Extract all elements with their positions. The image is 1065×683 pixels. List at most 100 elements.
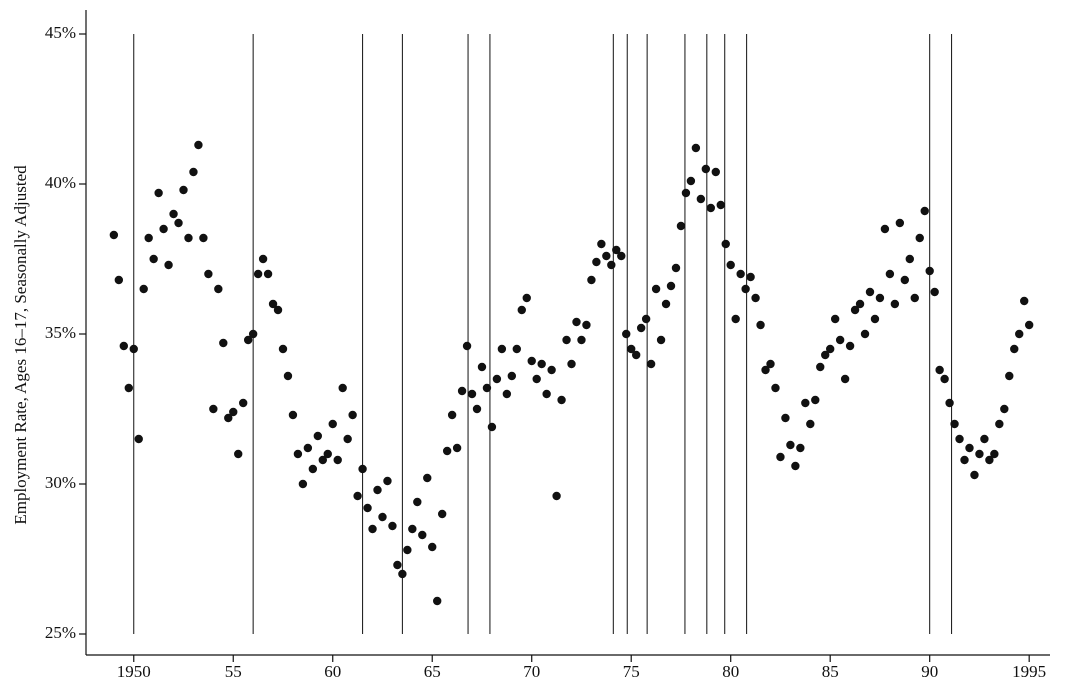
point — [706, 203, 716, 213]
point — [572, 317, 581, 327]
point — [263, 269, 273, 279]
point — [582, 320, 591, 330]
point — [437, 509, 447, 519]
point — [452, 443, 462, 453]
point — [393, 560, 402, 570]
point — [199, 233, 208, 243]
point — [149, 254, 158, 264]
point — [418, 530, 427, 540]
point — [990, 449, 999, 459]
point — [592, 257, 601, 267]
point — [875, 293, 885, 303]
point — [273, 305, 283, 315]
point — [686, 176, 696, 186]
point — [716, 200, 725, 210]
point — [980, 434, 989, 444]
point — [801, 398, 810, 408]
point — [278, 344, 288, 354]
point — [850, 305, 860, 315]
point — [248, 329, 258, 339]
y-tick-label: 40% — [45, 173, 76, 192]
point — [288, 410, 298, 420]
point — [915, 233, 924, 243]
point — [383, 476, 392, 486]
point — [602, 251, 611, 261]
x-tick-label: 1995 — [1012, 662, 1046, 681]
point — [567, 359, 576, 369]
point — [736, 269, 745, 279]
point — [253, 269, 263, 279]
point — [721, 239, 730, 249]
point — [408, 524, 417, 534]
y-tick-label: 25% — [45, 623, 76, 642]
point — [388, 521, 397, 531]
point — [209, 404, 218, 414]
point — [935, 365, 944, 375]
point — [169, 209, 178, 219]
point — [333, 455, 342, 465]
x-tick-label: 65 — [424, 662, 441, 681]
x-tick-label: 90 — [921, 662, 938, 681]
point — [144, 233, 153, 243]
point — [701, 164, 711, 174]
point — [577, 335, 586, 345]
x-tick-label: 85 — [822, 662, 839, 681]
point — [776, 452, 785, 462]
point — [129, 344, 138, 354]
point — [403, 545, 412, 555]
point — [666, 281, 676, 291]
point — [159, 224, 168, 234]
point — [825, 344, 835, 354]
point — [527, 356, 536, 366]
point — [433, 596, 442, 606]
point — [194, 140, 203, 150]
point — [910, 293, 919, 303]
point — [214, 284, 223, 294]
point — [880, 224, 890, 234]
point — [313, 431, 323, 441]
point — [786, 440, 795, 450]
point — [532, 374, 541, 384]
point — [816, 362, 825, 372]
point — [442, 446, 452, 456]
point — [631, 350, 641, 360]
point — [348, 410, 357, 420]
point — [885, 269, 895, 279]
x-tick-label: 1950 — [117, 662, 151, 681]
point — [492, 374, 502, 384]
point — [1024, 320, 1034, 330]
point — [671, 263, 681, 273]
point — [243, 335, 253, 345]
point — [811, 395, 820, 405]
point — [1005, 371, 1014, 381]
point — [870, 314, 880, 324]
y-axis-label: Employment Rate, Ages 16–17, Seasonally … — [11, 165, 30, 525]
point — [368, 524, 377, 534]
point — [587, 275, 596, 285]
point — [547, 365, 556, 375]
point — [612, 245, 621, 255]
point — [840, 374, 850, 384]
x-tick-label: 60 — [324, 662, 341, 681]
point — [487, 422, 497, 432]
point — [726, 260, 735, 270]
point — [1000, 404, 1009, 414]
point — [636, 323, 646, 333]
point — [557, 395, 566, 405]
point — [651, 284, 661, 294]
x-tick-label: 80 — [722, 662, 739, 681]
point — [830, 314, 840, 324]
point — [358, 464, 367, 474]
x-tick-label: 55 — [225, 662, 242, 681]
point — [597, 239, 606, 249]
point — [960, 455, 969, 465]
point — [323, 449, 332, 459]
point — [472, 404, 482, 414]
point — [791, 461, 800, 471]
point — [970, 470, 979, 480]
point — [955, 434, 964, 444]
point — [462, 341, 472, 351]
point — [428, 542, 437, 552]
point — [363, 503, 372, 513]
point — [761, 365, 770, 375]
